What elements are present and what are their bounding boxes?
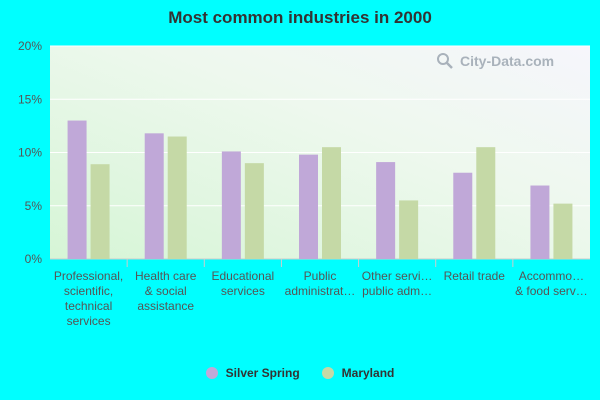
magnifier-icon — [437, 53, 453, 69]
x-category-label: Retail trade — [444, 269, 506, 283]
bar-silver-spring[interactable] — [221, 151, 241, 259]
bar-silver-spring[interactable] — [530, 185, 550, 259]
legend-label-maryland: Maryland — [341, 366, 395, 380]
x-category-label: Professional, — [54, 269, 123, 283]
legend-label-silver-spring: Silver Spring — [225, 366, 300, 380]
x-category-label: & food serv… — [515, 284, 588, 298]
y-tick-label: 20% — [18, 39, 42, 53]
watermark-text: City-Data.com — [460, 53, 555, 69]
y-tick-label: 0% — [25, 252, 43, 266]
legend-item-maryland[interactable]: Maryland — [321, 366, 395, 380]
x-category-label: services — [67, 314, 111, 328]
x-category-label: Health care — [135, 269, 197, 283]
x-category-label: Other servi… — [362, 269, 433, 283]
y-tick-label: 15% — [18, 92, 42, 106]
x-category-label: services — [221, 284, 265, 298]
bar-maryland[interactable] — [244, 163, 264, 259]
x-category-label: Accommo… — [519, 269, 584, 283]
watermark: City-Data.com — [436, 52, 554, 70]
bar-silver-spring[interactable] — [299, 154, 318, 259]
y-tick-label: 5% — [25, 199, 43, 213]
bar-maryland[interactable] — [553, 203, 573, 259]
chart-title: Most common industries in 2000 — [168, 8, 432, 27]
x-category-label: technical — [65, 299, 112, 313]
legend-swatch-silver-spring — [205, 367, 218, 379]
x-category-label: & social — [145, 284, 187, 298]
legend-swatch-maryland — [321, 367, 334, 379]
bar-maryland[interactable] — [322, 147, 341, 259]
bar-maryland[interactable] — [476, 147, 496, 259]
x-category-label: scientific, — [64, 284, 113, 298]
bar-maryland[interactable] — [167, 136, 187, 259]
bar-silver-spring[interactable] — [376, 162, 396, 259]
bar-silver-spring[interactable] — [453, 172, 473, 259]
x-category-label: assistance — [137, 299, 194, 313]
bar-silver-spring[interactable] — [144, 133, 164, 259]
x-category-label: Public — [304, 269, 337, 283]
y-tick-label: 10% — [18, 146, 42, 160]
bar-maryland[interactable] — [90, 164, 110, 259]
bar-maryland[interactable] — [399, 200, 419, 259]
x-category-label: Educational — [211, 269, 274, 283]
legend-item-silver-spring[interactable]: Silver Spring — [205, 366, 300, 380]
x-category-label: administrat… — [285, 284, 356, 298]
bar-silver-spring[interactable] — [67, 120, 87, 259]
x-category-label: public adm… — [362, 284, 432, 298]
legend: Silver Spring Maryland — [0, 366, 600, 380]
